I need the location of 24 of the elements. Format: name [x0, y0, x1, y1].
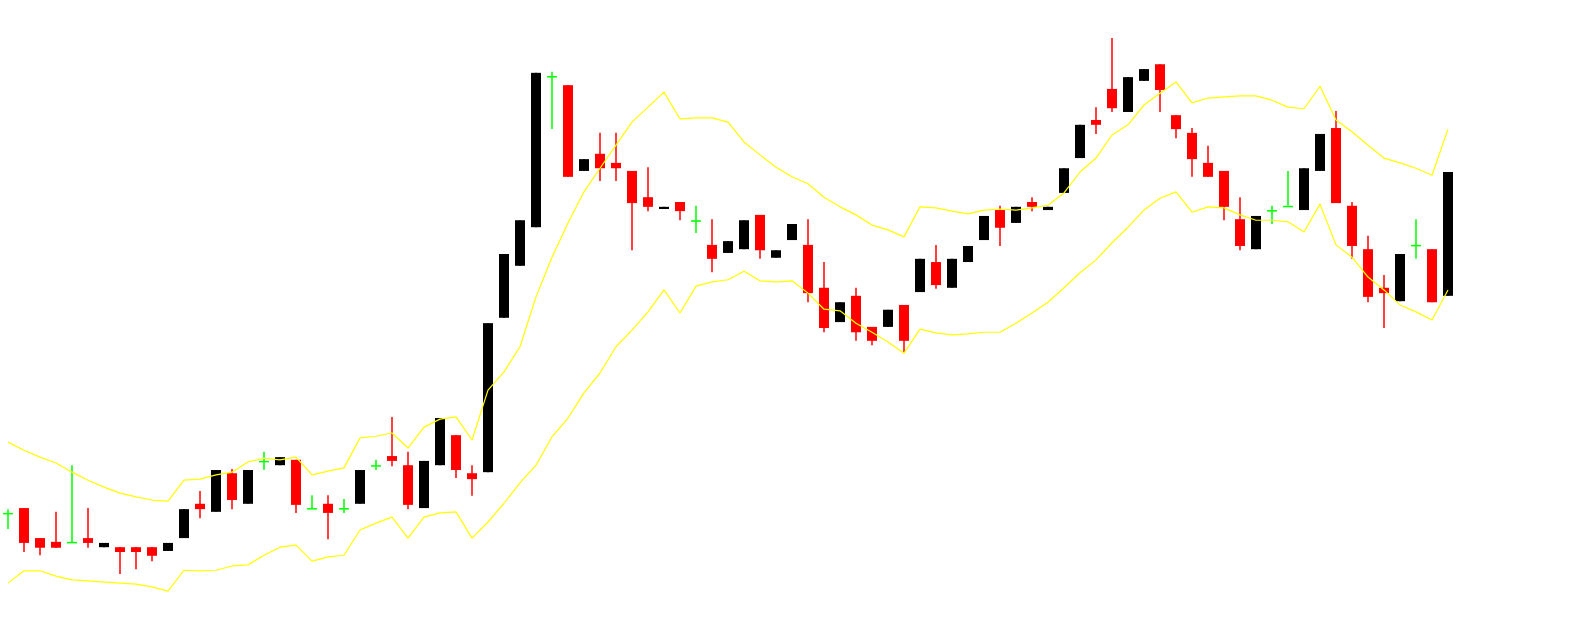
candlestick [1091, 106, 1101, 135]
candlestick [371, 459, 381, 471]
candlestick [995, 205, 1005, 247]
candlestick [131, 546, 141, 570]
candlestick [707, 218, 717, 273]
candlestick [1107, 37, 1117, 113]
candlestick [387, 416, 397, 468]
candlestick [1203, 144, 1213, 178]
candlestick [1171, 114, 1181, 139]
candlestick [547, 71, 557, 130]
candlestick [195, 490, 205, 520]
candlestick [467, 464, 477, 497]
candlestick [931, 244, 941, 290]
candlestick [51, 511, 61, 549]
candlestick [307, 494, 317, 510]
candlestick [339, 498, 349, 514]
candlestick [691, 205, 701, 234]
candlestick [323, 494, 333, 540]
candlestick [643, 166, 653, 212]
candlestick [675, 201, 685, 221]
candlestick [1267, 205, 1277, 225]
candlestick [83, 507, 93, 549]
candlestick [611, 132, 621, 182]
candlestick [115, 546, 125, 575]
